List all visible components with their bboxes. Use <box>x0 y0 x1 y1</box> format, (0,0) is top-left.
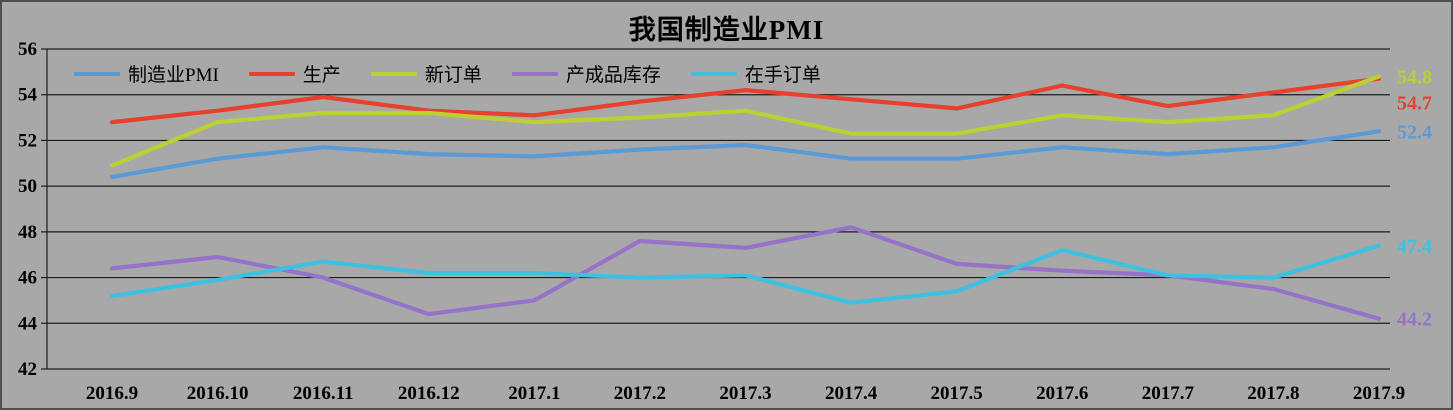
y-tick-label: 44 <box>18 313 38 334</box>
end-label-series-0: 52.4 <box>1397 121 1432 143</box>
legend-item-backlog-orders: 在手订单 <box>690 60 821 87</box>
series-line-3 <box>109 225 1382 321</box>
chart-title: 我国制造业PMI <box>628 15 825 45</box>
legend-swatch-production <box>248 71 295 76</box>
end-label-series-2: 54.8 <box>1397 66 1432 88</box>
legend-swatch-manufacturing-pmi <box>74 71 120 76</box>
series-line-0 <box>109 129 1382 180</box>
x-tick-label: 2016.12 <box>398 383 460 404</box>
y-tick-label: 46 <box>18 268 37 289</box>
x-tick-label: 2017.4 <box>825 383 878 404</box>
x-tick-label: 2017.8 <box>1247 383 1299 404</box>
x-tick-label: 2017.1 <box>508 383 560 404</box>
legend-label-manufacturing-pmi: 制造业PMI <box>128 65 219 86</box>
legend-swatch-new-orders <box>370 71 417 76</box>
legend-label-production: 生产 <box>302 65 341 86</box>
legend-item-finished-goods-inventory: 产成品库存 <box>511 60 661 87</box>
y-tick-label: 50 <box>18 176 37 197</box>
y-tick-label: 42 <box>18 359 37 380</box>
x-tick-label: 2017.9 <box>1353 383 1405 404</box>
y-tick-label: 56 <box>18 39 37 60</box>
legend-label-backlog-orders: 在手订单 <box>744 65 821 86</box>
series-line-1 <box>109 76 1382 125</box>
series-line-2 <box>109 74 1382 168</box>
x-tick-label: 2017.3 <box>719 383 771 404</box>
x-tick-label: 2016.11 <box>293 383 354 404</box>
x-tick-label: 2017.7 <box>1142 383 1195 404</box>
end-label-series-1: 54.7 <box>1397 92 1432 114</box>
legend-label-finished-goods-inventory: 产成品库存 <box>565 65 661 86</box>
chart-legend: 制造业PMI 生产 新订单 产成品库存 在手订单 <box>74 60 821 87</box>
x-tick-label: 2017.2 <box>614 383 666 404</box>
y-tick-label: 52 <box>18 130 37 151</box>
y-tick-label: 48 <box>18 222 37 243</box>
x-tick-label: 2016.10 <box>187 383 249 404</box>
legend-item-new-orders: 新订单 <box>370 60 482 87</box>
legend-item-production: 生产 <box>248 60 341 87</box>
series-line-4 <box>109 243 1382 305</box>
legend-item-manufacturing-pmi: 制造业PMI <box>74 60 219 87</box>
end-label-series-3: 44.2 <box>1397 309 1432 331</box>
legend-swatch-backlog-orders <box>690 71 737 76</box>
x-tick-label: 2017.6 <box>1036 383 1088 404</box>
legend-label-new-orders: 新订单 <box>424 65 482 86</box>
y-tick-label: 54 <box>18 85 38 106</box>
legend-swatch-finished-goods-inventory <box>511 71 558 76</box>
x-tick-label: 2016.9 <box>86 383 138 404</box>
x-tick-label: 2017.5 <box>931 383 983 404</box>
end-label-series-4: 47.4 <box>1397 236 1432 258</box>
